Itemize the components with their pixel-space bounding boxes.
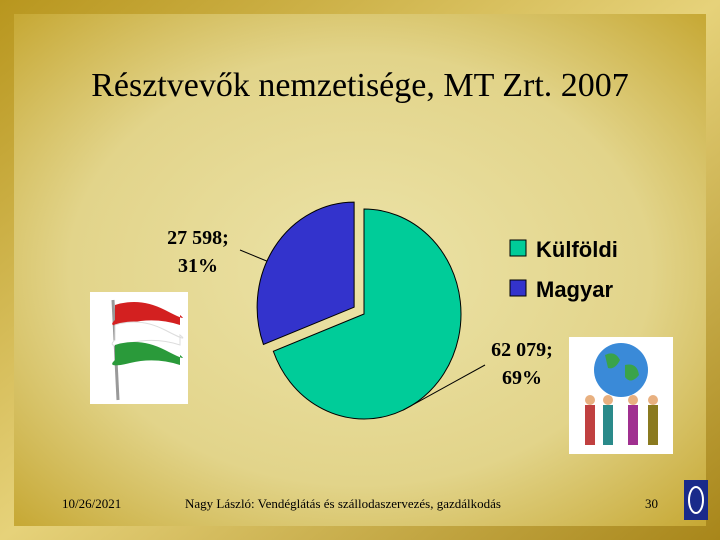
legend-label: Magyar — [536, 277, 613, 302]
percent-label: 69% — [502, 367, 542, 389]
legend-swatch — [509, 239, 527, 257]
value-label: 27 598; — [167, 227, 229, 249]
footer-text: Nagy László: Vendéglátás és szállodaszer… — [185, 496, 501, 511]
leader-line — [239, 249, 268, 262]
legend-swatch — [509, 279, 527, 297]
chart-title: Résztvevők nemzetisége, MT Zrt. 2007 — [91, 67, 629, 104]
leader-line — [403, 364, 486, 411]
pie-slice — [256, 201, 355, 346]
footer-date: 10/26/2021 — [62, 496, 121, 511]
logo — [684, 480, 708, 520]
legend-label: Külföldi — [536, 237, 618, 262]
globe-image — [569, 337, 673, 454]
page-number: 30 — [645, 496, 658, 511]
flag-image — [90, 292, 188, 404]
value-label: 62 079; — [491, 339, 553, 361]
percent-label: 31% — [178, 255, 218, 277]
pie-slice — [272, 208, 462, 420]
